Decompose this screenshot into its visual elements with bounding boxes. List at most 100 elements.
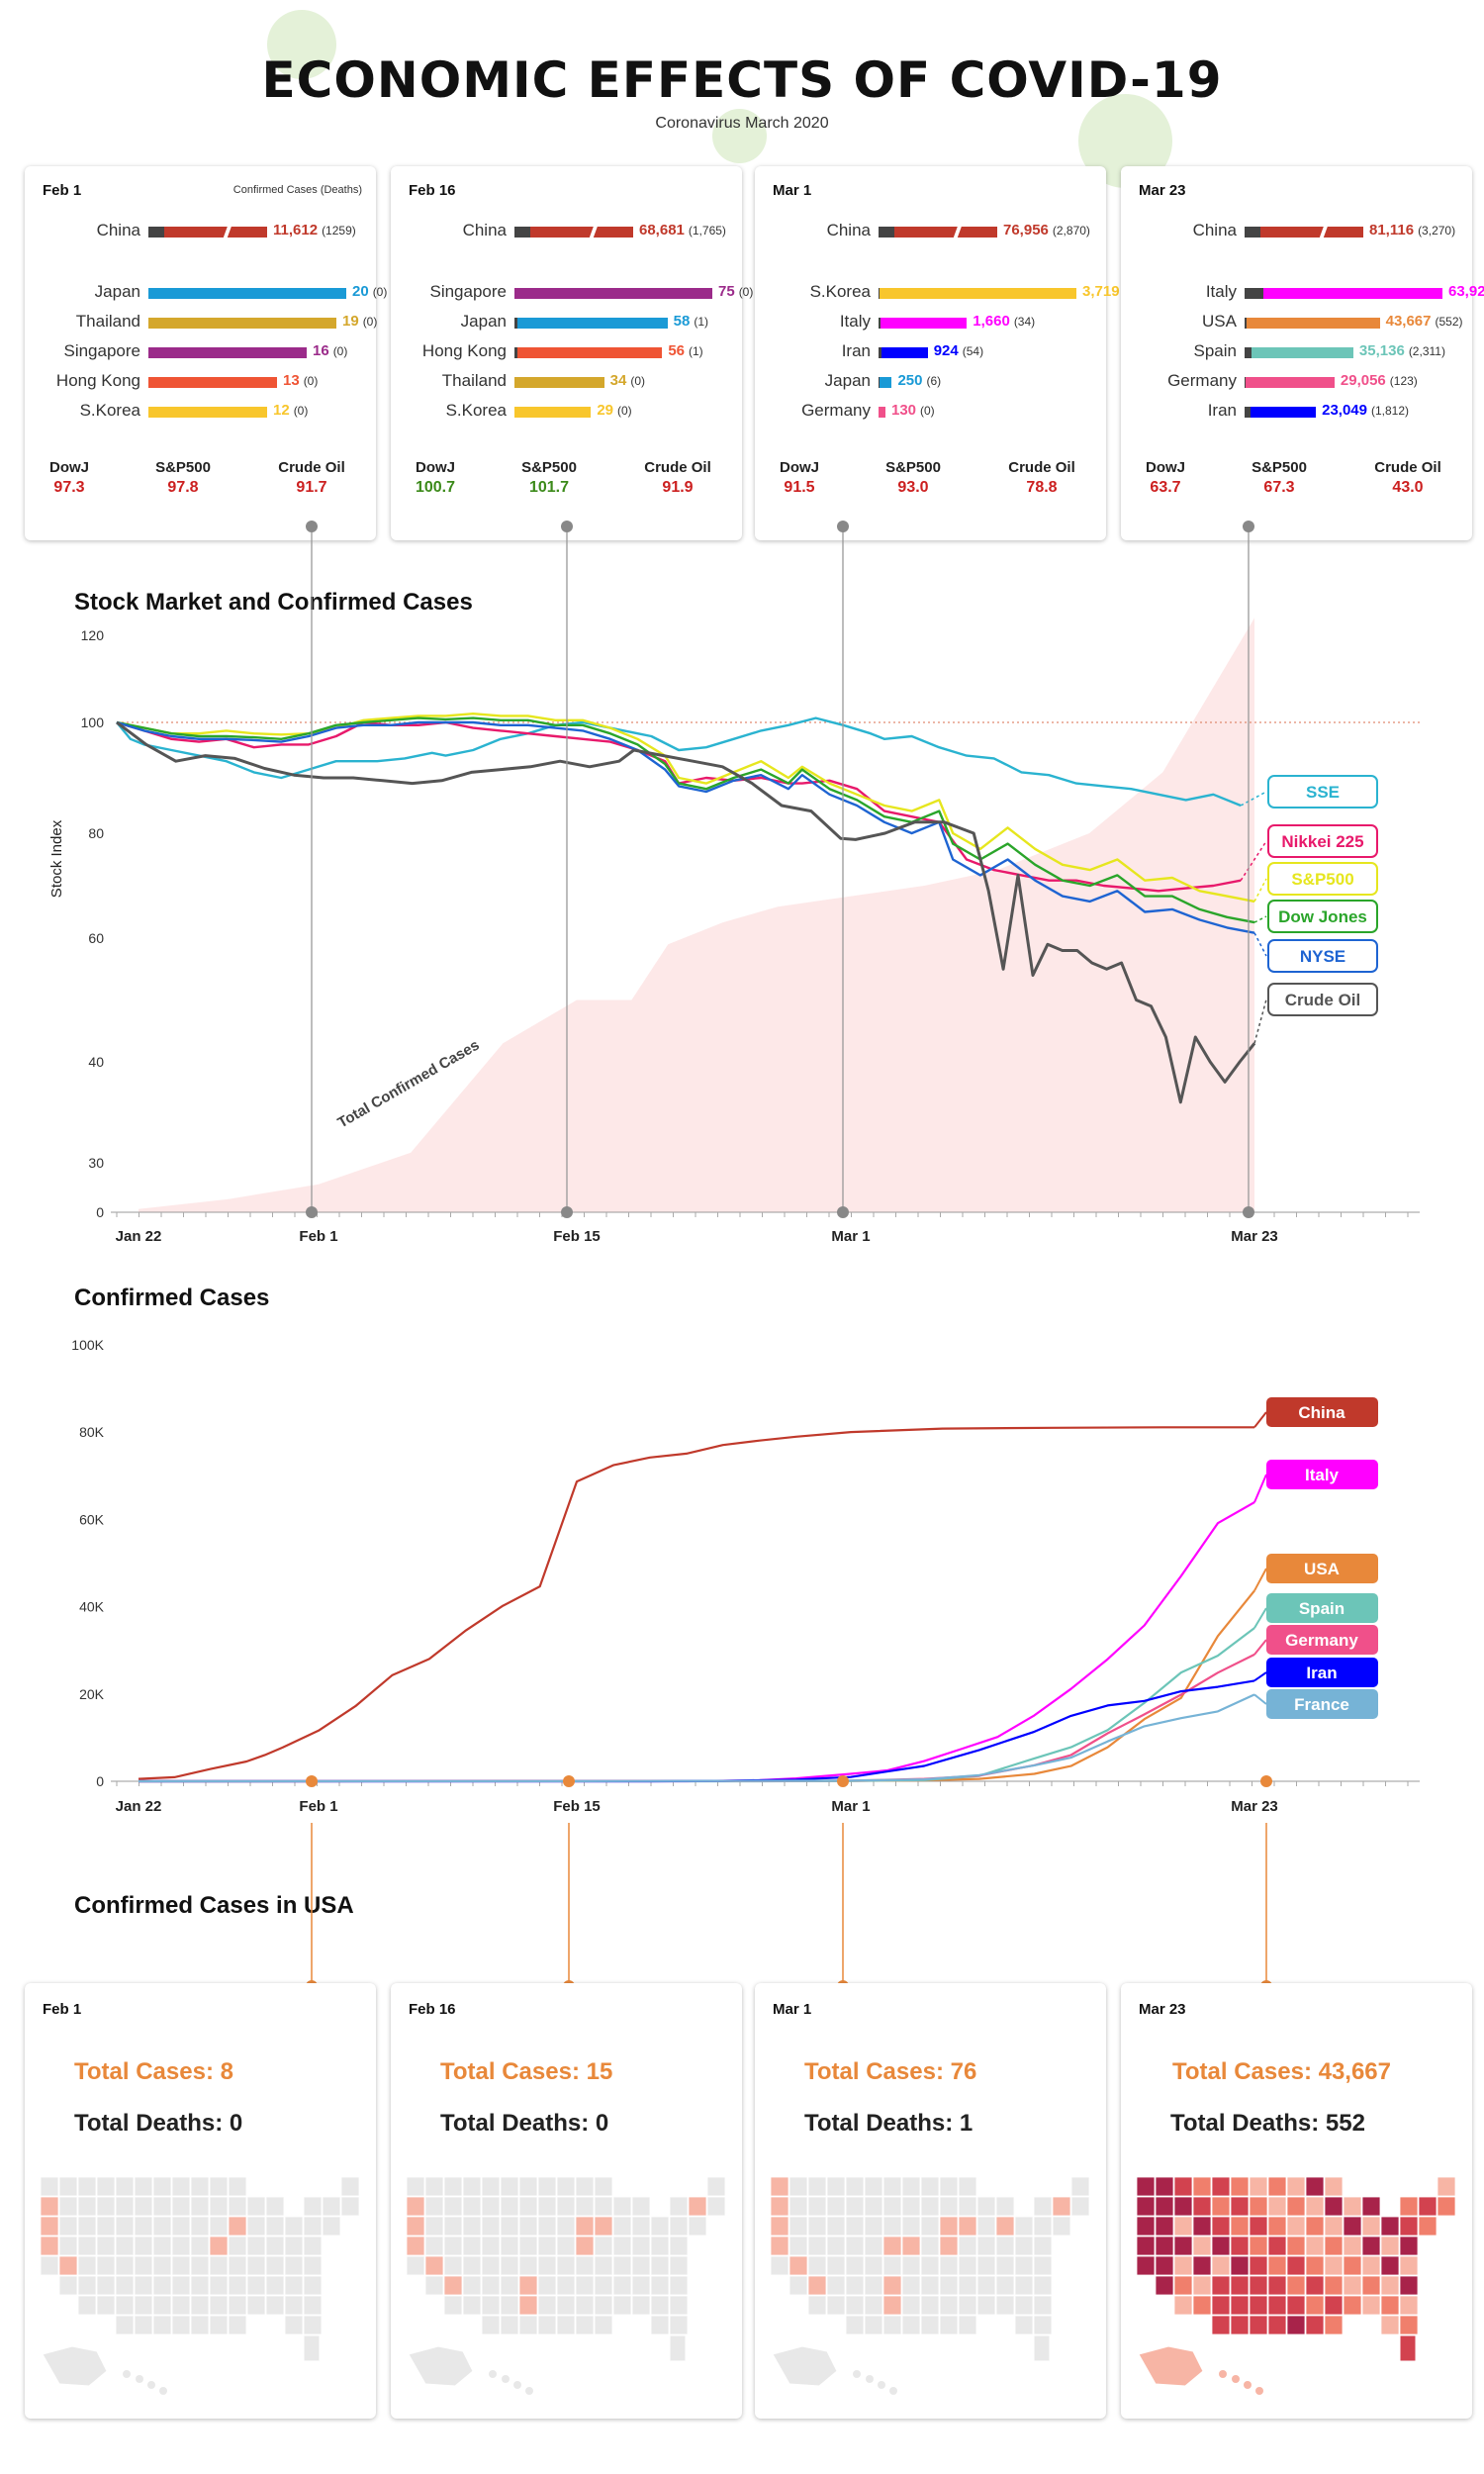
state-shape: [1324, 2275, 1344, 2296]
market-value: 97.3: [53, 479, 85, 496]
state-shape: [1136, 2255, 1156, 2276]
market-value: 91.7: [296, 479, 327, 496]
state-shape: [901, 2236, 921, 2256]
state-shape: [518, 2295, 538, 2316]
market-label: S&P500: [1252, 459, 1307, 476]
deaths-bar: [1245, 227, 1260, 238]
market-value: 91.5: [784, 479, 815, 496]
state-shape: [77, 2176, 97, 2197]
state-shape: [1211, 2255, 1231, 2276]
state-shape: [1380, 2275, 1400, 2296]
state-shape: [770, 2176, 789, 2197]
hawaii-shape: [136, 2375, 143, 2383]
market-value: 78.8: [1026, 479, 1058, 496]
state-shape: [788, 2275, 808, 2296]
state-shape: [500, 2315, 519, 2335]
state-shape: [939, 2315, 959, 2335]
state-shape: [1033, 2216, 1053, 2236]
state-shape: [845, 2196, 865, 2217]
cases-bar: [1245, 347, 1353, 358]
state-shape: [1230, 2176, 1250, 2197]
state-shape: [537, 2216, 557, 2236]
state-shape: [1136, 2196, 1156, 2217]
state-shape: [303, 2236, 323, 2256]
case-value: 19 (0): [342, 313, 377, 330]
state-shape: [864, 2216, 883, 2236]
label-connector: [1253, 1474, 1267, 1503]
series-label: France: [1294, 1695, 1349, 1714]
state-shape: [770, 2236, 789, 2256]
state-shape: [500, 2196, 519, 2217]
series-line: [138, 1653, 1255, 1783]
state-shape: [58, 2255, 78, 2276]
state-shape: [594, 2275, 613, 2296]
market-value: 43.0: [1392, 479, 1424, 496]
state-shape: [939, 2255, 959, 2276]
state-shape: [920, 2275, 940, 2296]
state-shape: [1249, 2315, 1268, 2335]
state-shape: [995, 2275, 1015, 2296]
total-cases: Total Cases: 43,667: [1172, 2058, 1392, 2085]
cases-bar: [1245, 318, 1380, 329]
state-shape: [96, 2176, 116, 2197]
state-shape: [209, 2255, 229, 2276]
state-shape: [265, 2275, 285, 2296]
state-shape: [1136, 2176, 1156, 2197]
state-shape: [406, 2176, 425, 2197]
cases-bar: [514, 377, 604, 388]
state-shape: [1343, 2196, 1362, 2217]
market-label: Crude Oil: [644, 459, 711, 476]
state-shape: [462, 2255, 482, 2276]
state-shape: [612, 2275, 632, 2296]
state-shape: [770, 2196, 789, 2217]
state-shape: [770, 2216, 789, 2236]
state-shape: [882, 2295, 902, 2316]
state-shape: [575, 2315, 595, 2335]
market-value: 97.8: [167, 479, 199, 496]
state-shape: [152, 2315, 172, 2335]
state-shape: [134, 2236, 153, 2256]
state-shape: [1249, 2236, 1268, 2256]
state-shape: [537, 2196, 557, 2217]
snapshot-card: Mar 1China76,956(2,870)S.Korea3,719(17)I…: [755, 166, 1145, 540]
total-deaths: Total Deaths: 552: [1170, 2110, 1365, 2137]
state-shape: [115, 2315, 135, 2335]
state-shape: [190, 2315, 210, 2335]
state-shape: [171, 2196, 191, 2217]
state-shape: [265, 2216, 285, 2236]
series-label-box: [1267, 775, 1378, 809]
state-shape: [864, 2236, 883, 2256]
cases-number: 75: [718, 283, 735, 300]
hawaii-shape: [489, 2370, 497, 2378]
state-shape: [340, 2176, 360, 2197]
state-shape: [228, 2315, 247, 2335]
state-shape: [1324, 2295, 1344, 2316]
state-shape: [976, 2295, 996, 2316]
state-shape: [958, 2295, 977, 2316]
state-shape: [845, 2216, 865, 2236]
x-tick-label: Jan 22: [116, 1228, 162, 1245]
card-date: Mar 1: [773, 182, 812, 199]
country-label: China: [96, 221, 140, 239]
state-shape: [1380, 2255, 1400, 2276]
state-shape: [1192, 2275, 1212, 2296]
state-shape: [556, 2295, 576, 2316]
state-shape: [882, 2236, 902, 2256]
series-label-box: [1266, 1397, 1378, 1427]
label-connector: [1253, 1568, 1267, 1591]
market-label: S&P500: [155, 459, 211, 476]
state-shape: [1014, 2295, 1034, 2316]
state-shape: [228, 2236, 247, 2256]
state-shape: [995, 2216, 1015, 2236]
state-shape: [77, 2255, 97, 2276]
state-shape: [920, 2176, 940, 2197]
state-shape: [901, 2176, 921, 2197]
state-shape: [171, 2236, 191, 2256]
state-shape: [152, 2295, 172, 2316]
series-label-box: [1266, 1593, 1378, 1623]
country-label: Iran: [1207, 401, 1237, 420]
alaska-shape: [42, 2345, 108, 2387]
state-shape: [556, 2275, 576, 2296]
y-tick-label: 80: [88, 825, 104, 841]
country-label: Italy: [1205, 282, 1237, 301]
